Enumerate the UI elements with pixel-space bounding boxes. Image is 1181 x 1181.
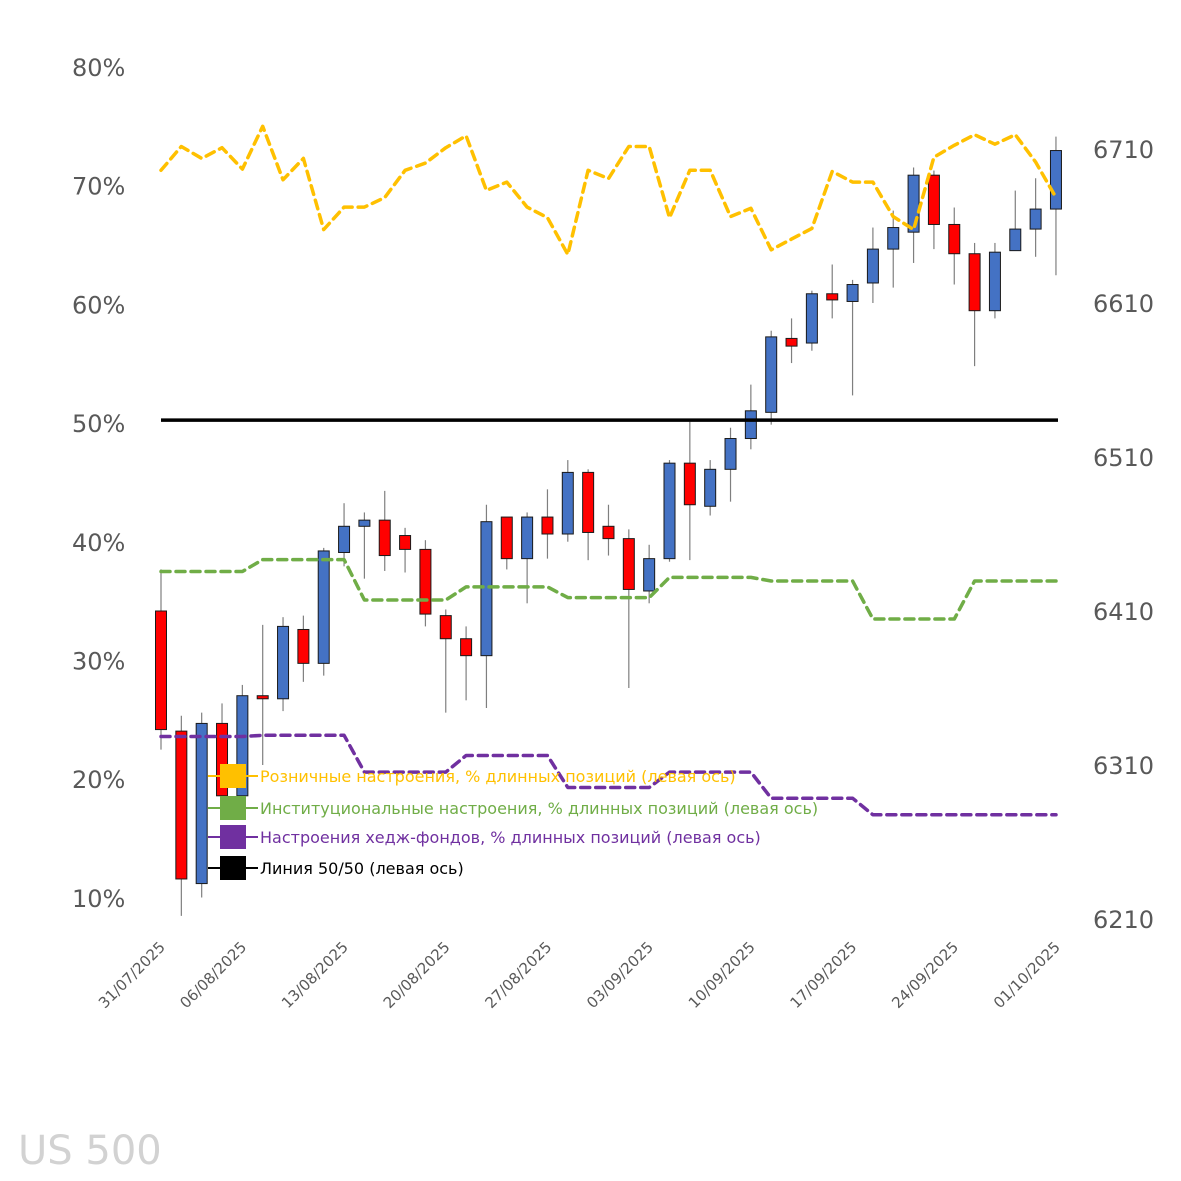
candle-bearish xyxy=(378,519,391,557)
candle-bullish xyxy=(277,625,290,700)
candle-bullish xyxy=(521,516,534,560)
candle-bullish xyxy=(317,550,330,664)
candle-bullish xyxy=(338,525,351,553)
legend-swatch xyxy=(220,856,246,880)
candle-bearish xyxy=(948,223,961,255)
legend-swatch xyxy=(220,796,246,820)
right-tick-label: 6210 xyxy=(1093,906,1154,934)
left-tick-label: 50% xyxy=(72,410,125,438)
right-tick-label: 6710 xyxy=(1093,136,1154,164)
legend-swatch xyxy=(220,825,246,849)
candle-bearish xyxy=(419,548,432,615)
x-tick-label: 10/09/2025 xyxy=(685,938,759,1012)
retail-sentiment-line xyxy=(159,124,1058,257)
candle-bearish xyxy=(175,730,188,880)
candle-bearish xyxy=(785,337,798,347)
candle-bearish xyxy=(460,638,473,657)
candle-bearish xyxy=(582,471,595,533)
institutional-sentiment-line xyxy=(159,557,1058,621)
candle-bullish xyxy=(988,251,1001,312)
left-axis: 10% 20% 30% 40% 50% 60% 70% 80% xyxy=(72,54,125,913)
hedge-fund-sentiment-line xyxy=(159,733,1058,817)
candle-bullish xyxy=(663,462,676,560)
left-tick-label: 40% xyxy=(72,529,125,557)
left-tick-label: 70% xyxy=(72,173,125,201)
right-axis: 6210 6310 6410 6510 6610 6710 xyxy=(1093,136,1154,934)
legend-label: Настроения хедж-фондов, % длинных позици… xyxy=(260,828,761,847)
x-tick-label: 01/10/2025 xyxy=(990,938,1064,1012)
candle-bearish xyxy=(399,535,412,550)
candle-bullish xyxy=(358,519,371,527)
candle-bearish xyxy=(155,610,167,731)
candle-bullish xyxy=(561,471,574,535)
candle-bullish xyxy=(704,468,717,507)
x-tick-label: 17/09/2025 xyxy=(787,938,861,1012)
series-lines xyxy=(159,124,1058,817)
left-tick-label: 60% xyxy=(72,291,125,319)
candle-bearish xyxy=(927,174,940,225)
candle-bearish xyxy=(297,628,310,664)
legend-label: Институциональные настроения, % длинных … xyxy=(260,799,818,818)
right-tick-label: 6410 xyxy=(1093,598,1154,626)
candle-bearish xyxy=(683,462,696,506)
candle-bearish xyxy=(826,293,839,301)
candle-bullish xyxy=(1049,150,1062,210)
x-tick-label: 27/08/2025 xyxy=(481,938,555,1012)
candle-bearish xyxy=(602,525,615,540)
left-tick-label: 30% xyxy=(72,648,125,676)
x-tick-label: 03/09/2025 xyxy=(583,938,657,1012)
left-tick-label: 10% xyxy=(72,885,125,913)
right-tick-label: 6610 xyxy=(1093,290,1154,318)
x-tick-label: 13/08/2025 xyxy=(278,938,352,1012)
x-tick-label: 24/09/2025 xyxy=(888,938,962,1012)
right-tick-label: 6310 xyxy=(1093,752,1154,780)
left-tick-label: 80% xyxy=(72,54,125,82)
candle-bearish xyxy=(216,722,229,797)
x-tick-label: 20/08/2025 xyxy=(380,938,454,1012)
legend-label: Розничные настроения, % длинных позиций … xyxy=(260,767,736,786)
candle-bearish xyxy=(541,516,554,535)
candle-bullish xyxy=(805,293,818,344)
left-tick-label: 20% xyxy=(72,766,125,794)
candle-bearish xyxy=(256,695,269,700)
candle-bullish xyxy=(643,558,656,592)
legend-swatch xyxy=(220,764,246,788)
legend: Розничные настроения, % длинных позиций … xyxy=(208,764,818,880)
candle-bullish xyxy=(887,227,900,250)
candles xyxy=(155,136,1062,916)
candle-bearish xyxy=(439,615,452,640)
candle-bullish xyxy=(1029,208,1042,230)
x-axis: 31/07/2025 06/08/2025 13/08/2025 20/08/2025… xyxy=(95,938,1064,1012)
candle-bullish xyxy=(480,521,493,657)
candle-bullish xyxy=(765,336,778,413)
candle-bearish xyxy=(968,253,981,312)
candle-bullish xyxy=(846,284,859,302)
x-tick-label: 31/07/2025 xyxy=(95,938,169,1012)
candle-bearish xyxy=(500,516,513,560)
watermark-label: US 500 xyxy=(18,1128,162,1174)
candle-bullish xyxy=(724,438,737,470)
right-tick-label: 6510 xyxy=(1093,444,1154,472)
candle-bullish xyxy=(236,695,249,797)
candle-bullish xyxy=(744,410,757,440)
candle-bearish xyxy=(622,538,635,590)
x-tick-label: 06/08/2025 xyxy=(176,938,250,1012)
candle-bullish xyxy=(866,248,879,284)
candle-bullish xyxy=(195,722,208,885)
legend-label: Линия 50/50 (левая ось) xyxy=(260,859,464,878)
candle-bullish xyxy=(1009,228,1022,252)
